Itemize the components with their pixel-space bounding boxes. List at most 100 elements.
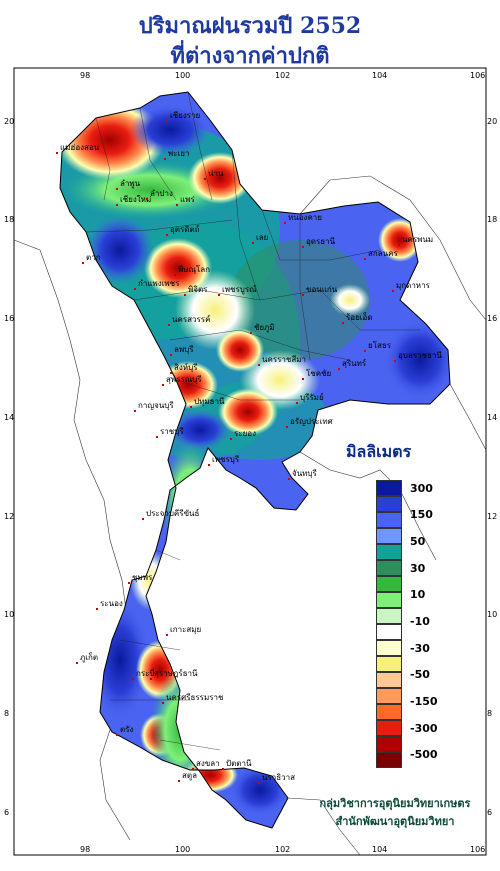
svg-text:20: 20: [487, 117, 497, 126]
station-label: นครราชสีมา: [262, 355, 306, 364]
legend-swatch: [376, 720, 402, 736]
svg-text:104: 104: [372, 71, 387, 80]
legend-swatch: [376, 736, 402, 752]
legend-label: 50: [410, 535, 426, 548]
station-marker: [132, 678, 134, 680]
station-marker: [166, 234, 168, 236]
station-marker: [392, 290, 394, 292]
map-subtitle: ที่ต่างจากค่าปกติ: [170, 43, 330, 69]
svg-text:16: 16: [4, 314, 14, 323]
station-label: ระนอง: [100, 599, 123, 608]
station-marker: [302, 246, 304, 248]
legend-label: -30: [410, 642, 430, 655]
station-label: อุบลราชธานี: [398, 351, 442, 360]
station-label: ลพบุรี: [174, 345, 194, 354]
station-label: นราธิวาส: [262, 773, 295, 782]
station-label: ร้อยเอ็ด: [346, 312, 373, 322]
lon-ticks-top: 98 100 102 104 106: [80, 71, 485, 80]
legend-swatch: [376, 512, 402, 528]
station-label: จันทบุรี: [292, 469, 318, 478]
station-label: เลย: [256, 233, 268, 242]
legend-label: 150: [410, 508, 433, 521]
station-marker: [96, 608, 98, 610]
svg-text:6: 6: [487, 808, 492, 817]
station-label: ยโสธร: [368, 340, 392, 350]
station-marker: [56, 152, 58, 154]
station-label: สิงห์บุรี: [174, 362, 198, 372]
station-label: ปทุมธานี: [194, 397, 225, 406]
svg-text:6: 6: [4, 808, 9, 817]
station-marker: [258, 364, 260, 366]
station-label: กาญจนบุรี: [138, 401, 174, 410]
legend-label: -50: [410, 668, 430, 681]
station-marker: [364, 350, 366, 352]
station-marker: [252, 242, 254, 244]
legend-swatch: [376, 544, 402, 560]
station-marker: [302, 294, 304, 296]
lat-ticks-left: 20 18 16 14 12 10 8 6: [4, 117, 14, 817]
station-label: อุตรดิตถ์: [170, 224, 200, 234]
station-marker: [134, 288, 136, 290]
station-label: สกลนคร: [368, 249, 398, 258]
station-marker: [204, 178, 206, 180]
station-label: นครพนม: [402, 235, 433, 244]
legend-swatch: [376, 704, 402, 720]
station-label: หนองคาย: [288, 213, 322, 222]
neighbour-borders: [13, 175, 487, 856]
station-marker: [286, 426, 288, 428]
svg-text:102: 102: [275, 71, 290, 80]
station-label: ลำปาง: [150, 189, 173, 198]
station-label: เกาะสมุย: [170, 625, 201, 634]
svg-text:106: 106: [470, 71, 485, 80]
station-marker: [146, 198, 148, 200]
station-marker: [116, 188, 118, 190]
station-marker: [284, 222, 286, 224]
svg-text:14: 14: [487, 413, 497, 422]
station-marker: [164, 158, 166, 160]
svg-text:104: 104: [372, 845, 387, 854]
station-label: มุกดาหาร: [396, 281, 431, 290]
station-marker: [128, 582, 130, 584]
station-label: ตาก: [86, 253, 101, 262]
legend-label: 300: [410, 482, 433, 495]
station-marker: [82, 262, 84, 264]
legend-swatch: [376, 560, 402, 576]
station-label: สุพรรณบุรี: [166, 375, 202, 384]
svg-text:10: 10: [487, 610, 497, 619]
station-marker: [176, 204, 178, 206]
station-label: ชัยภูมิ: [254, 323, 275, 333]
legend-swatch: [376, 528, 402, 544]
station-marker: [166, 120, 168, 122]
station-label: แพร่: [180, 195, 195, 204]
station-marker: [184, 294, 186, 296]
svg-text:102: 102: [275, 845, 290, 854]
station-label: นครศรีธรรมราช: [166, 693, 224, 702]
station-marker: [116, 734, 118, 736]
station-label: ประจวบคีรีขันธ์: [146, 508, 200, 518]
legend-swatch: [376, 624, 402, 640]
svg-text:18: 18: [4, 215, 14, 224]
station-marker: [230, 438, 232, 440]
station-marker: [338, 368, 340, 370]
station-marker: [288, 478, 290, 480]
station-marker: [170, 372, 172, 374]
legend-swatch: [376, 752, 402, 768]
credit-line-1: กลุ่มวิชาการอุตุนิยมวิทยาเกษตร: [319, 797, 471, 810]
legend-swatch: [376, 608, 402, 624]
legend-unit: มิลลิเมตร: [346, 442, 412, 461]
station-label: ภูเก็ต: [80, 652, 98, 663]
legend-swatch: [376, 592, 402, 608]
legend-swatch: [376, 656, 402, 672]
lat-ticks-right: 20 18 16 14 12 10 8 6: [487, 117, 497, 817]
station-label: ปัตตานี: [226, 759, 252, 768]
svg-text:12: 12: [4, 512, 14, 521]
station-label: โชคชัย: [306, 368, 331, 378]
station-label: เชียงใหม่: [120, 195, 151, 204]
svg-text:100: 100: [175, 845, 190, 854]
legend-label: -500: [410, 748, 438, 761]
station-label: สุราษฎร์ธานี: [154, 668, 198, 678]
station-label: นครสวรรค์: [172, 314, 210, 324]
svg-text:8: 8: [487, 709, 492, 718]
station-marker: [208, 464, 210, 466]
